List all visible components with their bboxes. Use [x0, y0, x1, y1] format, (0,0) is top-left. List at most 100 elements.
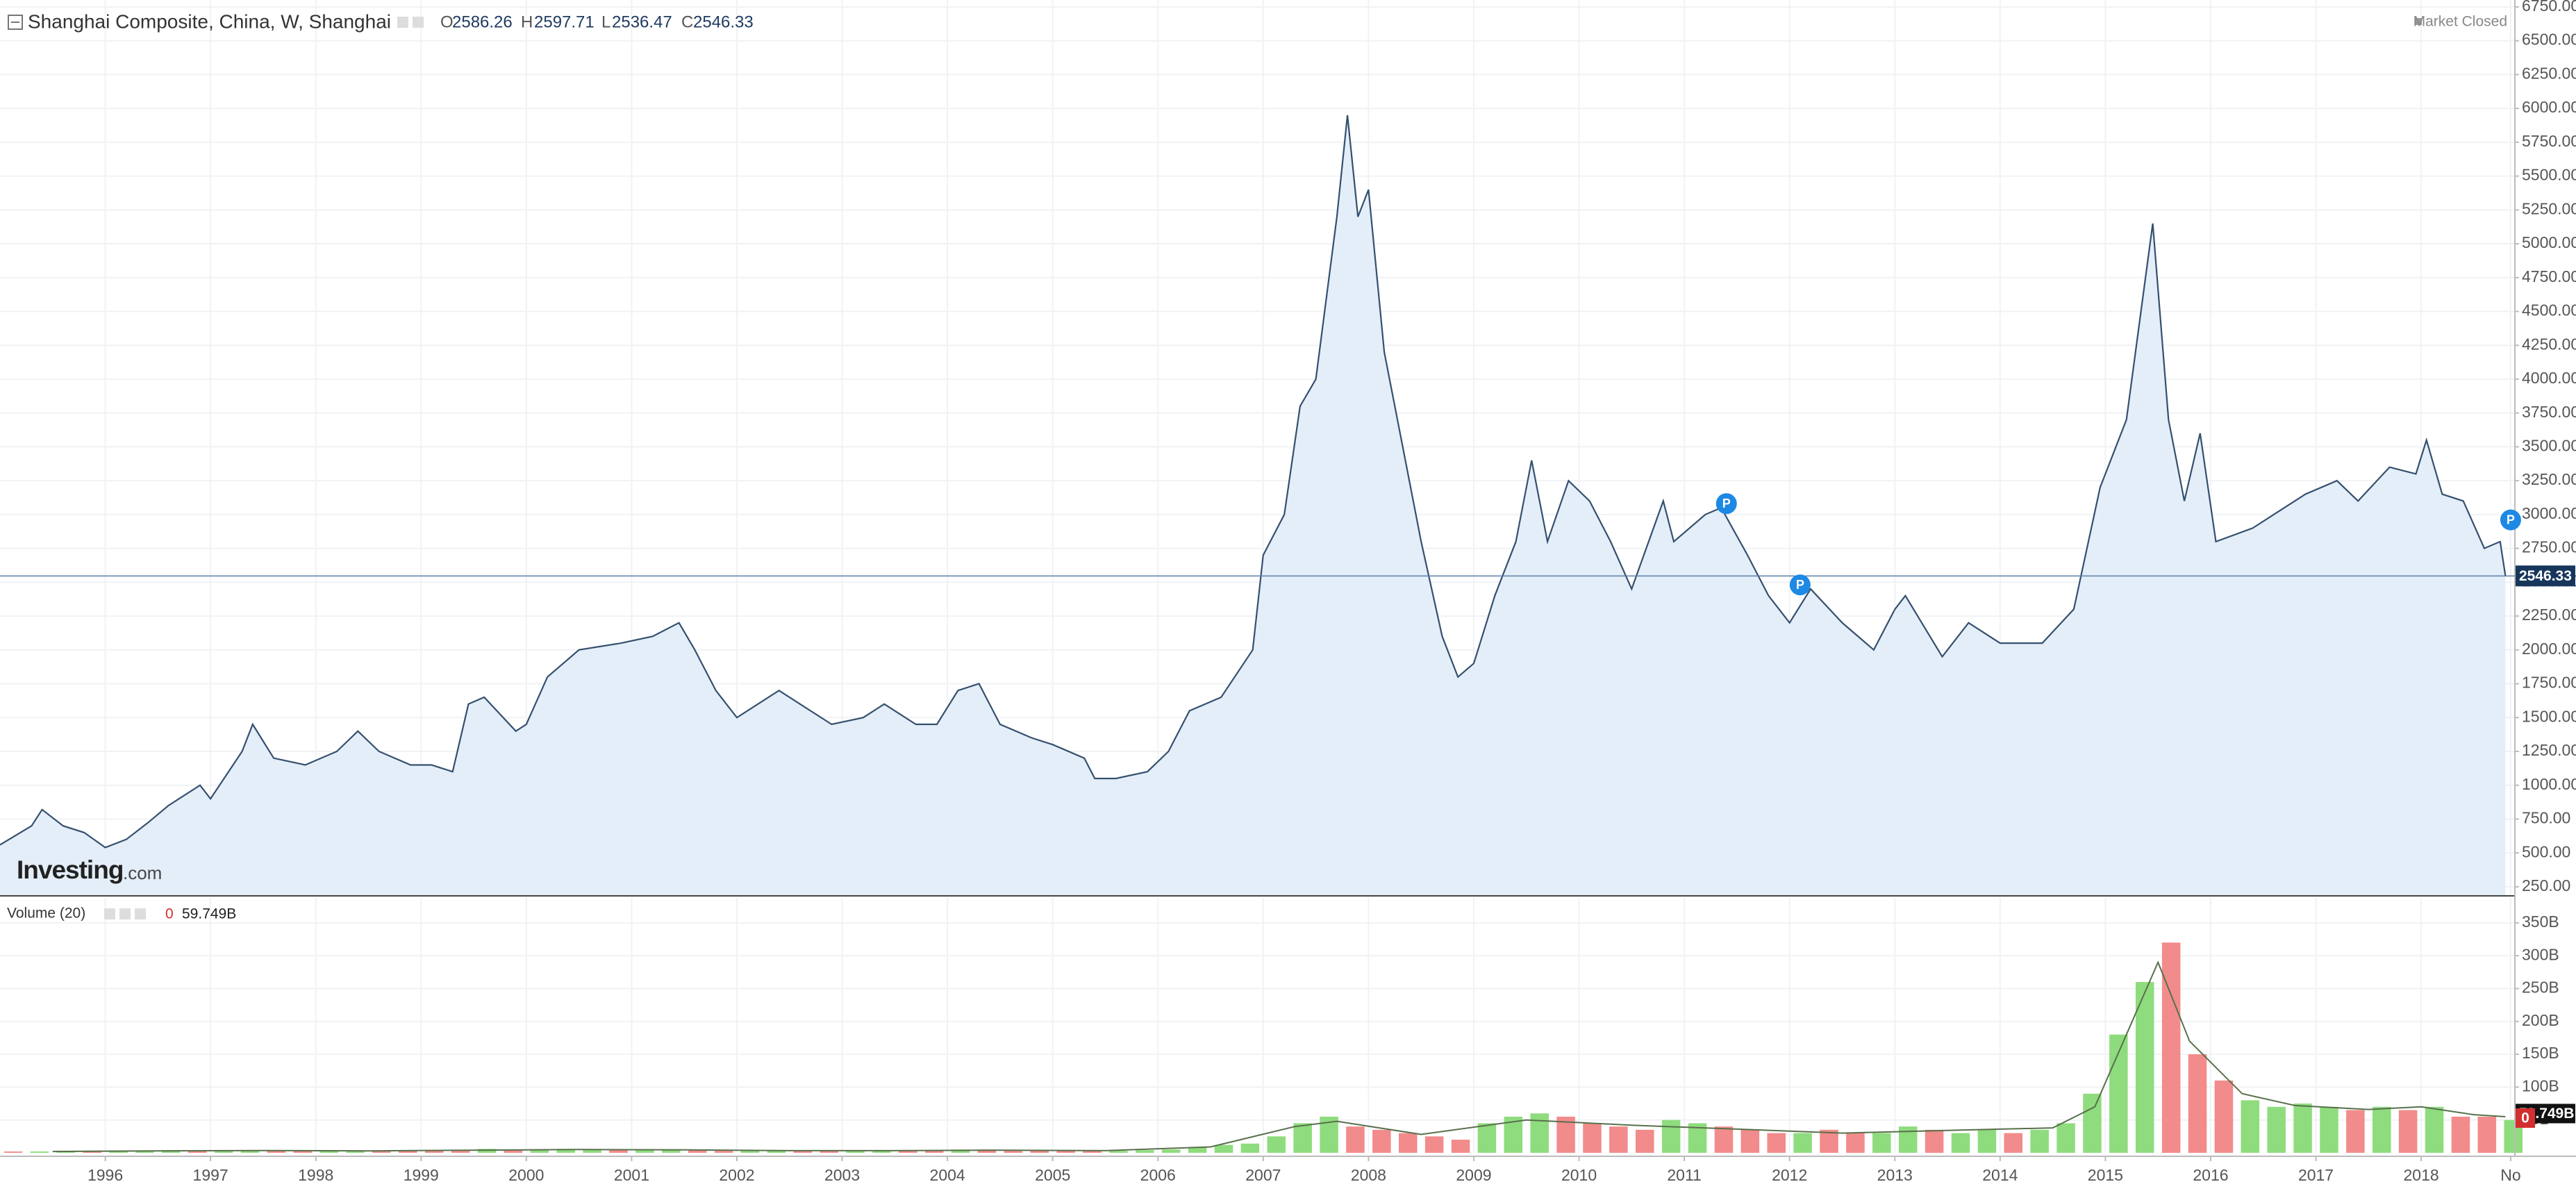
chart-title: Shanghai Composite, China, W, Shanghai [28, 10, 391, 32]
volume-bar [1846, 1133, 1865, 1153]
x-tick-label: 2018 [2404, 1166, 2439, 1184]
volume-bar [504, 1150, 523, 1153]
volume-icon[interactable] [104, 908, 115, 919]
volume-bar [1030, 1151, 1049, 1153]
logo: Investing [17, 856, 123, 884]
volume-bar [451, 1151, 470, 1153]
volume-bar [820, 1151, 838, 1153]
x-tick-label: 2004 [930, 1166, 965, 1184]
y-tick-label: 5000.00 [2522, 233, 2576, 251]
volume-bar [767, 1150, 786, 1153]
volume-change: 0 [165, 906, 174, 922]
ohlc-key: H [521, 13, 533, 31]
volume-icon[interactable] [119, 908, 131, 919]
x-tick-label: 1997 [193, 1166, 228, 1184]
change-tag-label: 0 [2521, 1110, 2529, 1126]
y-tick-label: 5500.00 [2522, 166, 2576, 184]
ohlc-key: L [601, 13, 610, 31]
ohlc-value: 2597.71 [534, 13, 595, 31]
y-tick-label: 1500.00 [2522, 707, 2576, 725]
volume-bar [1767, 1133, 1786, 1153]
volume-bar [1372, 1129, 1391, 1153]
last-price-label: 2546.33 [2519, 568, 2572, 584]
volume-bar [1477, 1123, 1497, 1153]
y-tick-label: 2000.00 [2522, 640, 2576, 658]
y-tick-label: 200B [2522, 1011, 2559, 1029]
volume-bar [714, 1151, 733, 1153]
ohlc-key: O [440, 13, 454, 31]
volume-ma-line [52, 960, 2506, 1153]
y-tick-label: 750.00 [2522, 809, 2570, 827]
price-line [0, 115, 2507, 849]
y-tick-label: 250B [2522, 978, 2559, 997]
volume-bar [83, 1151, 101, 1153]
volume-bar [2135, 982, 2154, 1153]
x-tick-label: 2016 [2193, 1166, 2228, 1184]
volume-bar [2373, 1106, 2391, 1153]
collapse-icon[interactable] [8, 15, 23, 30]
volume-bar [740, 1151, 760, 1153]
y-tick-label: 4000.00 [2522, 369, 2576, 387]
volume-bar [293, 1151, 313, 1153]
volume-bar [319, 1151, 338, 1153]
volume-bar [30, 1151, 49, 1153]
event-marker-label: P [2507, 513, 2515, 526]
volume-bar [846, 1151, 865, 1153]
y-tick-label: 1750.00 [2522, 674, 2576, 692]
y-tick-label: 100B [2522, 1076, 2559, 1094]
x-tick-label: 2012 [1772, 1166, 1807, 1184]
y-tick-label: 150B [2522, 1044, 2559, 1062]
volume-bar [1714, 1126, 1734, 1153]
volume-bar [109, 1151, 128, 1153]
volume-bar [530, 1149, 549, 1153]
x-tick-label: 1998 [298, 1166, 333, 1184]
settings-icon[interactable] [397, 17, 408, 28]
volume-bar [135, 1151, 154, 1153]
y-tick-label: 6250.00 [2522, 64, 2576, 82]
volume-bar [399, 1151, 417, 1153]
volume-bar [1004, 1151, 1023, 1153]
volume-bar [1267, 1136, 1286, 1153]
volume-icon[interactable] [135, 908, 146, 919]
volume-bar [1240, 1143, 1260, 1153]
volume-bar [977, 1149, 997, 1153]
x-tick-label: 2007 [1245, 1166, 1281, 1184]
marks [0, 115, 2523, 1153]
volume-bar [609, 1149, 628, 1153]
volume-bar [1214, 1144, 1233, 1153]
volume-bar [1977, 1129, 1997, 1153]
volume-bar [1161, 1149, 1181, 1153]
volume-bar [899, 1151, 917, 1153]
volume-bar [688, 1150, 707, 1153]
status-dot [2415, 18, 2422, 25]
volume-bar [2267, 1106, 2286, 1153]
volume-bar [3, 1151, 23, 1153]
volume-bar [1136, 1150, 1154, 1153]
volume-bar [267, 1151, 286, 1153]
ohlc-value: 2546.33 [693, 13, 754, 31]
y-tick-label: 250.00 [2522, 876, 2570, 894]
volume-value: 59.749B [182, 906, 236, 922]
y-tick-label: 6000.00 [2522, 98, 2576, 116]
x-tick-label: 2008 [1351, 1166, 1386, 1184]
volume-bar [2241, 1100, 2260, 1153]
volume-bar [951, 1149, 970, 1153]
volume-bar [188, 1151, 207, 1153]
hide-icon[interactable] [413, 17, 424, 28]
y-tick-label: 4250.00 [2522, 335, 2576, 353]
event-marker [1789, 574, 1811, 596]
volume-bar [2477, 1116, 2497, 1153]
volume-bar [1583, 1123, 1602, 1153]
volume-bar [346, 1151, 365, 1153]
volume-bar [661, 1149, 681, 1153]
y-tick-label: 5750.00 [2522, 132, 2576, 150]
y-tick-label: 3750.00 [2522, 403, 2576, 421]
volume-bar [2346, 1110, 2365, 1153]
x-tick-label: 2010 [1561, 1166, 1597, 1184]
volume-bar [793, 1151, 812, 1153]
volume-bar [1872, 1133, 1891, 1153]
volume-bar [477, 1149, 497, 1153]
x-tick-label: 2006 [1140, 1166, 1176, 1184]
volume-bar [1424, 1136, 1444, 1153]
